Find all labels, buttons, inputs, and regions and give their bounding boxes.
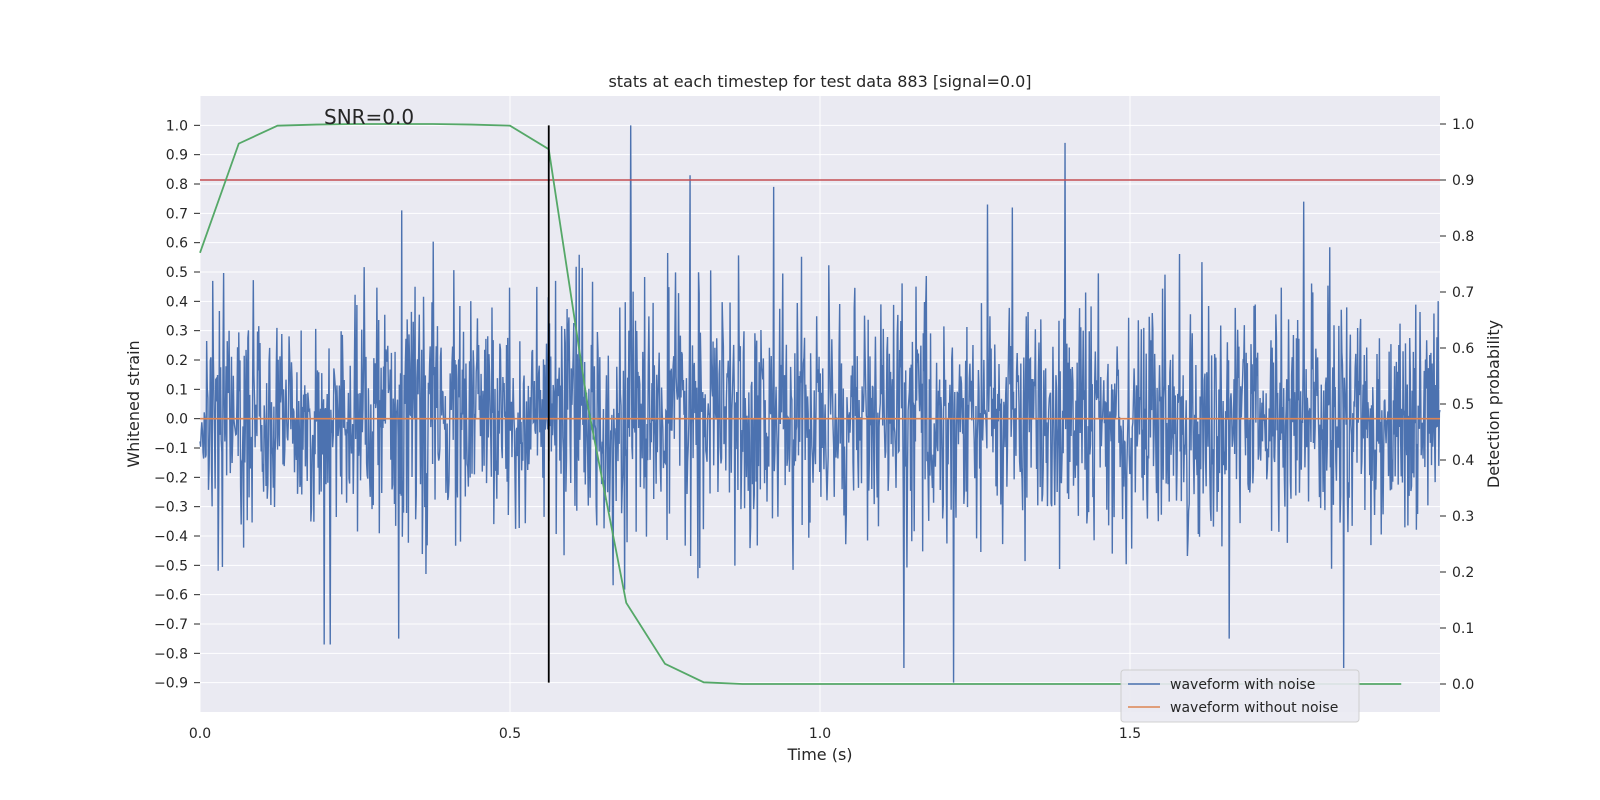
legend-box <box>1120 669 1360 723</box>
x-tick-label: 1.5 <box>1119 726 1141 742</box>
y-tick-label: −0.4 <box>154 529 188 545</box>
y-tick-label: −0.3 <box>154 500 188 516</box>
grid-lines <box>199 96 1440 712</box>
y-tick-label: −0.5 <box>154 558 188 574</box>
y-tick-label: −0.2 <box>154 470 188 486</box>
y-tick-label: 0.3 <box>166 324 188 340</box>
y-right-tick-label: 0.0 <box>1452 677 1474 693</box>
y-axis-label-right: Detection probability <box>1484 320 1503 488</box>
y-right-tick-label: 0.9 <box>1452 173 1474 189</box>
legend-label-waveform-without-noise: waveform without noise <box>1170 700 1338 716</box>
y-right-tick-label: 0.4 <box>1452 453 1474 469</box>
y-tick-label: 0.8 <box>166 177 188 193</box>
x-tick-label: 0.5 <box>499 726 521 742</box>
y-tick-label: 0.7 <box>166 206 188 222</box>
y-right-tick-label: 0.8 <box>1452 229 1474 245</box>
y-right-tick-label: 0.2 <box>1452 565 1474 581</box>
y-tick-label: 0.1 <box>166 382 188 398</box>
x-tick-label: 1.0 <box>809 726 831 742</box>
series-waveform-with-noise <box>199 125 1441 683</box>
y-tick-label: 0.0 <box>166 412 188 428</box>
y-tick-label: −0.6 <box>154 588 188 604</box>
x-axis-label: Time (s) <box>786 745 852 764</box>
legend: waveform with noise waveform without noi… <box>1120 669 1360 723</box>
y-right-tick-label: 1.0 <box>1452 117 1474 133</box>
legend-label-waveform-with-noise: waveform with noise <box>1170 677 1315 693</box>
snr-annotation: SNR=0.0 <box>324 105 414 129</box>
y-tick-label: 0.5 <box>166 265 188 281</box>
y-tick-label: 0.6 <box>166 236 188 252</box>
y-tick-label: 0.4 <box>166 294 188 310</box>
y-right-tick-label: 0.5 <box>1452 397 1474 413</box>
y-axis-label: Whitened strain <box>124 340 143 467</box>
y-tick-label: 0.2 <box>166 353 188 369</box>
y-tick-label: −0.7 <box>154 617 188 633</box>
y-right-tick-label: 0.7 <box>1452 285 1474 301</box>
y-tick-label: 1.0 <box>166 118 188 134</box>
x-tick-label: 0.0 <box>189 726 211 742</box>
y-tick-label: 0.9 <box>166 148 188 164</box>
y-tick-label: −0.9 <box>154 676 188 692</box>
y-right-tick-label: 0.6 <box>1452 341 1474 357</box>
y-right-tick-label: 0.1 <box>1452 621 1474 637</box>
y-tick-label: −0.1 <box>154 441 188 457</box>
y-right-tick-label: 0.3 <box>1452 509 1474 525</box>
chart-title: stats at each timestep for test data 883… <box>608 72 1031 91</box>
y-tick-label: −0.8 <box>154 646 188 662</box>
tick-labels: 0.0 0.5 1.0 1.5 1.0 0.9 0.8 0.7 0.6 0.5 0.4 0.3 0.2 0… <box>154 117 1474 742</box>
